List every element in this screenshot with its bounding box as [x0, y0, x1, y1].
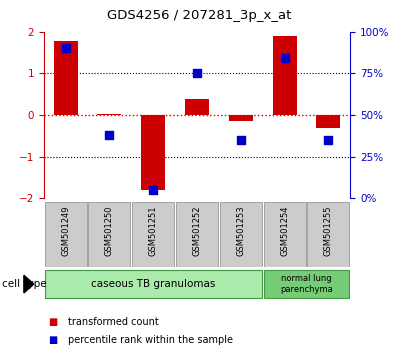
Point — [150, 187, 156, 193]
Text: GSM501249: GSM501249 — [61, 205, 70, 256]
FancyBboxPatch shape — [132, 202, 174, 267]
Text: cell type: cell type — [2, 279, 47, 289]
Text: GSM501252: GSM501252 — [193, 205, 201, 256]
Bar — [316, 115, 340, 127]
Bar — [141, 115, 165, 190]
Text: GSM501253: GSM501253 — [236, 205, 245, 256]
FancyBboxPatch shape — [88, 202, 131, 267]
FancyBboxPatch shape — [220, 202, 262, 267]
Bar — [54, 41, 78, 115]
Point — [194, 71, 200, 76]
Text: GSM501255: GSM501255 — [324, 205, 333, 256]
FancyBboxPatch shape — [45, 270, 262, 298]
Bar — [273, 36, 297, 115]
Point — [281, 56, 288, 61]
Bar — [98, 114, 121, 115]
Text: GSM501254: GSM501254 — [280, 205, 289, 256]
Point — [325, 137, 332, 143]
FancyBboxPatch shape — [263, 202, 306, 267]
Text: GSM501250: GSM501250 — [105, 205, 114, 256]
Text: percentile rank within the sample: percentile rank within the sample — [68, 335, 233, 345]
Text: ■: ■ — [48, 335, 57, 345]
Text: caseous TB granulomas: caseous TB granulomas — [91, 279, 215, 289]
Text: GSM501251: GSM501251 — [149, 205, 158, 256]
Point — [106, 132, 113, 138]
FancyBboxPatch shape — [263, 270, 349, 298]
FancyBboxPatch shape — [307, 202, 349, 267]
Text: transformed count: transformed count — [68, 317, 158, 327]
Text: normal lung
parenchyma: normal lung parenchyma — [280, 274, 333, 294]
Point — [238, 137, 244, 143]
Point — [62, 46, 69, 51]
Text: GDS4256 / 207281_3p_x_at: GDS4256 / 207281_3p_x_at — [107, 9, 291, 22]
FancyBboxPatch shape — [176, 202, 218, 267]
Bar — [229, 115, 253, 121]
Text: ■: ■ — [48, 317, 57, 327]
Polygon shape — [24, 275, 34, 293]
FancyBboxPatch shape — [45, 202, 87, 267]
Bar — [185, 99, 209, 115]
